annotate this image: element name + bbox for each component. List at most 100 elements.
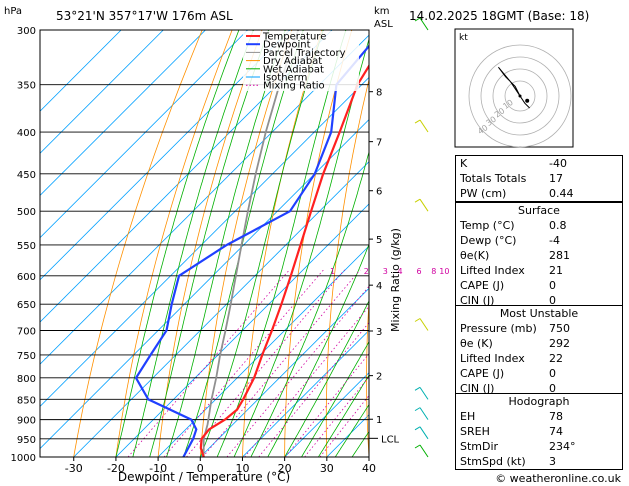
isotherm-line: [40, 30, 291, 281]
stats-panel-indices: K -40 Totals Totals 17 PW (cm) 0.44: [455, 155, 623, 202]
km-tick-label: 7: [376, 138, 382, 149]
stat-value: 0: [549, 294, 556, 307]
stat-key: θe (K): [460, 337, 493, 350]
pressure-tick-label: 400: [17, 128, 36, 139]
lcl-label: LCL: [381, 434, 400, 445]
wind-barb-flag: [414, 426, 421, 431]
stat-row: SREH 74: [456, 424, 622, 439]
km-unit-label: km: [374, 6, 390, 17]
isotherm-line: [40, 30, 206, 197]
wet-adiabat-line: [132, 30, 254, 457]
mixing-ratio-label: 10: [439, 267, 449, 276]
km-tick-label: 5: [376, 235, 382, 246]
stat-row: CAPE (J) 0: [456, 278, 622, 293]
stat-row: CIN (J) 0: [456, 381, 622, 396]
stat-row: Lifted Index 22: [456, 351, 622, 366]
stats-panel-hodograph: Hodograph EH 78 SREH 74 StmDir 234° StmSpd (kt…: [455, 393, 623, 470]
legend-label: Parcel Trajectory: [263, 48, 346, 59]
stat-key: PW (cm): [460, 187, 507, 200]
pressure-tick-label: 750: [17, 351, 36, 362]
isotherm-line: [157, 245, 369, 457]
wind-barb: [419, 426, 429, 440]
stat-row: Dewp (°C) -4: [456, 233, 622, 248]
hodograph-ring: [504, 80, 536, 112]
legend-background: [243, 31, 359, 91]
stat-key: θe(K): [460, 249, 490, 262]
temperature-tick-label: 40: [362, 462, 376, 475]
stat-row: StmSpd (kt) 3: [456, 454, 622, 469]
wind-barb: [419, 198, 429, 212]
stats-panel-surface: Surface Temp (°C) 0.8 Dewp (°C) -4 θe(K) 281 L…: [455, 202, 623, 309]
stat-key: Totals Totals: [460, 172, 527, 185]
isotherm-line: [242, 329, 369, 457]
pressure-tick-label: 900: [17, 416, 36, 427]
isotherm-line: [284, 372, 369, 457]
wind-barb-flag: [414, 17, 421, 22]
wind-barb-flag: [414, 386, 421, 391]
wind-barb: [419, 17, 429, 31]
stat-key: Lifted Index: [460, 352, 525, 365]
legend-label: Temperature: [262, 32, 326, 43]
stat-key: SREH: [460, 425, 490, 438]
stat-key: Pressure (mb): [460, 322, 537, 335]
wet-adiabat-line: [301, 340, 369, 457]
mixing-ratio-line: [284, 353, 369, 457]
km-tick-label: 2: [376, 372, 382, 383]
mixing-ratio-label: 2: [364, 267, 369, 276]
stat-value: 234°: [549, 440, 576, 453]
km-tick-label: 6: [376, 187, 382, 198]
stat-row: StmDir 234°: [456, 439, 622, 454]
stat-key: Lifted Index: [460, 264, 525, 277]
stat-value: 3: [549, 455, 556, 468]
x-axis-title: Dewpoint / Temperature (°C): [118, 470, 290, 484]
footer-credit: © weatheronline.co.uk: [495, 472, 621, 485]
stat-value: 22: [549, 352, 563, 365]
wind-barb: [419, 444, 429, 458]
pressure-tick-label: 1000: [11, 453, 36, 464]
wet-adiabat-line: [267, 243, 369, 457]
mixing-ratio-line: [244, 305, 369, 457]
mixing-ratio-label: 4: [398, 267, 403, 276]
stat-row: Lifted Index 21: [456, 263, 622, 278]
wind-barb: [419, 119, 429, 133]
temperature-tick-label: 10: [235, 462, 249, 475]
dry-adiabat-line: [115, 30, 233, 457]
pressure-tick-label: 500: [17, 207, 36, 218]
stats-panel-most-unstable: Most Unstable Pressure (mb) 750 θe (K) 292 L…: [455, 305, 623, 397]
temperature-tick-label: -30: [65, 462, 83, 475]
wind-barb-flag: [414, 407, 421, 412]
mixing-ratio-label: 1: [330, 267, 335, 276]
stat-key: StmSpd (kt): [460, 455, 526, 468]
stat-value: 750: [549, 322, 570, 335]
datetime-header: 14.02.2025 18GMT (Base: 18): [409, 9, 589, 23]
stat-key: CIN (J): [460, 382, 495, 395]
stat-row: Totals Totals 17: [456, 171, 622, 186]
temperature-tick-label: -20: [107, 462, 125, 475]
wind-barb: [419, 387, 429, 400]
mixing-ratio-label: 8: [431, 267, 436, 276]
hodograph-unit-label: kt: [459, 33, 468, 43]
legend-label: Dewpoint: [263, 40, 311, 51]
pressure-tick-label: 950: [17, 435, 36, 446]
pressure-tick-label: 300: [17, 26, 36, 37]
pressure-tick-label: 600: [17, 272, 36, 283]
stat-value: 0.44: [549, 187, 574, 200]
stat-row: θe (K) 292: [456, 336, 622, 351]
hodograph-ring: [468, 44, 572, 148]
stat-row: Pressure (mb) 750: [456, 321, 622, 336]
pressure-tick-label: 650: [17, 300, 36, 311]
parcel-trajectory-line: [202, 30, 300, 457]
km-tick-label: 4: [376, 281, 382, 292]
hodograph-origin-dot: [518, 94, 522, 98]
temperature-line: [199, 63, 369, 457]
stat-value: 74: [549, 425, 563, 438]
dewpoint-line: [134, 44, 369, 457]
stat-value: -4: [549, 234, 560, 247]
mixing-ratio-label: 3: [383, 267, 388, 276]
stat-key: EH: [460, 410, 476, 423]
km-tick-label: 8: [376, 88, 382, 99]
storm-motion-dot: [525, 98, 530, 103]
temperature-tick-label: 20: [278, 462, 292, 475]
wind-barb-flag: [414, 198, 421, 203]
